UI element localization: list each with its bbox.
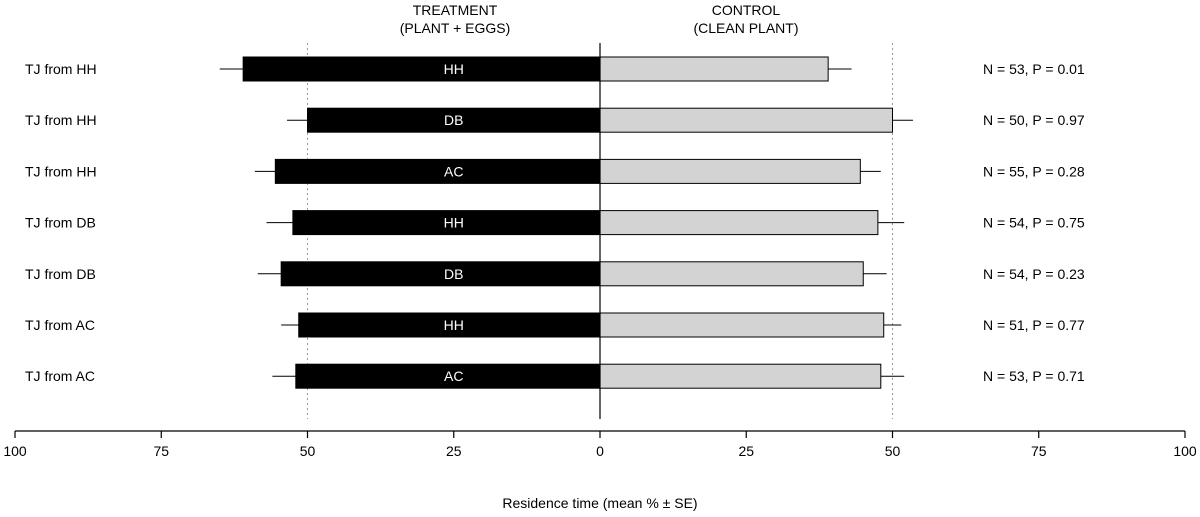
row-label: TJ from HH	[25, 163, 97, 179]
x-tick-label: 100	[3, 443, 27, 459]
row-label: TJ from AC	[25, 317, 95, 333]
control-bar	[599, 312, 885, 338]
stat-label: N = 53, P = 0.01	[983, 61, 1085, 77]
egg-source-label: AC	[444, 163, 463, 179]
x-tick-label: 25	[446, 443, 462, 459]
treatment-header-line1: TREATMENT	[413, 2, 498, 18]
egg-source-label: HH	[444, 61, 464, 77]
row-label: TJ from AC	[25, 368, 95, 384]
control-header-line1: CONTROL	[712, 2, 781, 18]
control-bar	[599, 363, 882, 389]
control-bar	[599, 158, 861, 184]
stat-labels: N = 53, P = 0.01 N = 50, P = 0.97 N = 55, …	[983, 61, 1085, 384]
treatment-header-line2: (PLANT + EGGS)	[400, 20, 511, 36]
stat-label: N = 50, P = 0.97	[983, 112, 1085, 128]
row-label: TJ from DB	[25, 266, 96, 282]
column-headers: TREATMENT (PLANT + EGGS) CONTROL (CLEAN …	[400, 2, 799, 36]
x-axis: 100 75 50 25 0 25 50 75 100	[3, 430, 1197, 459]
treatment-bar	[242, 56, 601, 82]
row-label: TJ from HH	[25, 61, 97, 77]
x-tick-label: 25	[738, 443, 754, 459]
stat-label: N = 51, P = 0.77	[983, 317, 1085, 333]
control-header-line2: (CLEAN PLANT)	[693, 20, 798, 36]
row-label: TJ from HH	[25, 112, 97, 128]
control-bar	[599, 56, 829, 82]
x-tick-label: 50	[885, 443, 901, 459]
egg-source-label: HH	[444, 317, 464, 333]
treatment-bar	[295, 363, 601, 389]
control-bar	[599, 210, 879, 236]
stat-label: N = 54, P = 0.75	[983, 215, 1085, 231]
row-label: TJ from DB	[25, 215, 96, 231]
row-labels: TJ from HH TJ from HH TJ from HH TJ from DB…	[25, 61, 97, 384]
egg-source-label: HH	[444, 215, 464, 231]
bars: HH DB AC HH DB HH AC	[219, 56, 913, 389]
control-bar	[599, 107, 893, 133]
x-tick-label: 0	[596, 443, 604, 459]
x-tick-label: 100	[1173, 443, 1197, 459]
egg-source-label: DB	[444, 112, 463, 128]
x-tick-label: 75	[1031, 443, 1047, 459]
control-bar	[599, 261, 864, 287]
x-tick-label: 50	[300, 443, 316, 459]
stat-label: N = 53, P = 0.71	[983, 368, 1085, 384]
stat-label: N = 54, P = 0.23	[983, 266, 1085, 282]
x-axis-title: Residence time (mean % ± SE)	[502, 495, 697, 511]
egg-source-label: DB	[444, 266, 463, 282]
treatment-bar	[280, 261, 601, 287]
treatment-bar	[274, 158, 601, 184]
x-tick-label: 75	[153, 443, 169, 459]
stat-label: N = 55, P = 0.28	[983, 163, 1085, 179]
egg-source-label: AC	[444, 368, 463, 384]
